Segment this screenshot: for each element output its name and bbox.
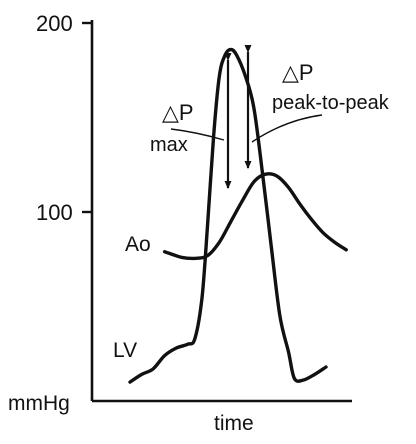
dp-max-symbol: △P <box>162 100 194 125</box>
aortic-pressure-curve <box>162 172 348 261</box>
y-axis-label: mmHg <box>8 392 70 415</box>
dp-peak-text: peak-to-peak <box>272 92 390 114</box>
y-tick-label-100: 100 <box>36 200 73 225</box>
x-axis-label: time <box>214 412 254 435</box>
dp-peak-symbol: △P <box>282 60 314 85</box>
y-tick-label-200: 200 <box>36 11 73 36</box>
dp-max-text: max <box>150 134 188 156</box>
lv-pressure-curve <box>128 47 328 384</box>
dp-max-leader <box>170 128 225 141</box>
series-label-ao: Ao <box>125 233 151 256</box>
dp-peak-leader <box>251 114 323 143</box>
series-label-lv: LV <box>113 339 137 362</box>
